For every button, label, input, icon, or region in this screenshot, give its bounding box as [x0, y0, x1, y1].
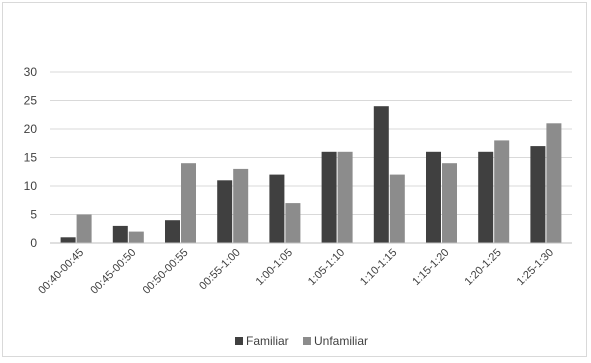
- x-axis-tick-labels: 00:40-00:45 00:45-00:50 00:50-00:55 00:55-1…: [36, 247, 556, 297]
- x-tick-label: 00:55-1:00: [197, 247, 243, 293]
- x-tick-label: 1:20-1:25: [462, 247, 503, 288]
- bar-unfamiliar-3: [233, 168, 249, 243]
- x-tick-label: 1:00-1:05: [254, 247, 295, 288]
- x-tick-label: 1:15-1:20: [410, 247, 451, 288]
- legend: Familiar Unfamiliar: [235, 334, 368, 348]
- legend-swatch-familiar: [235, 337, 243, 345]
- bar-unfamiliar-1: [128, 231, 144, 243]
- bar-familiar-6: [373, 106, 389, 243]
- bar-familiar-9: [530, 146, 546, 243]
- bar-familiar-2: [165, 220, 180, 243]
- bar-familiar-8: [478, 151, 494, 243]
- bars: [60, 106, 562, 243]
- y-tick-label: 15: [24, 151, 38, 165]
- y-tick-label: 25: [24, 94, 38, 108]
- legend-label-unfamiliar: Unfamiliar: [314, 334, 368, 348]
- y-axis-tick-labels: 0 5 10 15 20 25 30: [24, 65, 38, 250]
- y-tick-label: 10: [24, 179, 38, 193]
- bar-familiar-1: [112, 225, 128, 243]
- x-tick-label: 1:05-1:10: [306, 247, 347, 288]
- bar-unfamiliar-2: [181, 163, 196, 243]
- bar-familiar-3: [217, 180, 233, 243]
- bar-unfamiliar-5: [337, 151, 353, 243]
- bar-chart: 0 5 10 15 20 25 30 00:40-00:45 00:45-00:50 00:50…: [24, 65, 572, 348]
- bar-familiar-7: [426, 151, 441, 243]
- x-tick-label: 1:10-1:15: [358, 247, 399, 288]
- gridlines: [50, 71, 572, 215]
- legend-label-familiar: Familiar: [246, 334, 289, 348]
- x-tick-label: 00:45-00:50: [88, 247, 138, 297]
- bar-familiar-0: [60, 237, 76, 243]
- x-tick-label: 1:25-1:30: [515, 247, 556, 288]
- x-tick-label: 00:50-00:55: [141, 247, 191, 297]
- x-tick-label: 00:40-00:45: [36, 247, 86, 297]
- legend-swatch-unfamiliar: [303, 337, 311, 345]
- bar-unfamiliar-4: [285, 203, 301, 243]
- bar-familiar-4: [269, 174, 285, 243]
- y-tick-label: 5: [30, 208, 37, 222]
- y-tick-label: 30: [24, 65, 38, 79]
- bar-unfamiliar-7: [442, 163, 457, 243]
- bar-unfamiliar-9: [546, 123, 562, 243]
- chart-frame: 0 5 10 15 20 25 30 00:40-00:45 00:45-00:50 00:50…: [2, 2, 587, 357]
- bar-unfamiliar-0: [76, 214, 92, 243]
- y-tick-label: 20: [24, 122, 38, 136]
- bar-unfamiliar-6: [389, 174, 405, 243]
- y-tick-label: 0: [30, 236, 37, 250]
- bar-familiar-5: [321, 151, 337, 243]
- bar-unfamiliar-8: [494, 140, 510, 243]
